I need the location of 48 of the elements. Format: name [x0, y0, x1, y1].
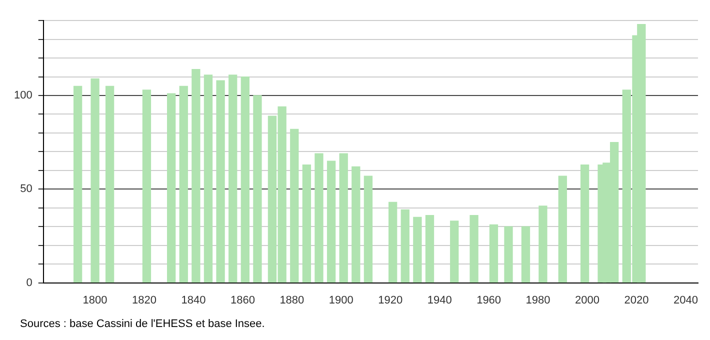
- bar: [302, 164, 312, 283]
- bar: [90, 78, 100, 283]
- bar: [73, 86, 82, 283]
- bar: [504, 226, 513, 283]
- x-tick-label: 2040: [673, 294, 698, 306]
- bar: [192, 68, 200, 283]
- bar: [521, 226, 530, 283]
- x-tick-label: 1800: [82, 294, 108, 306]
- x-tick-label: 2020: [624, 294, 649, 306]
- bar: [326, 160, 336, 283]
- bar: [364, 176, 373, 283]
- bar: [253, 95, 262, 283]
- x-tick-label: 1900: [328, 294, 354, 306]
- x-tick-label: 2000: [575, 294, 600, 306]
- bar: [352, 166, 360, 283]
- bar: [228, 74, 238, 283]
- y-tick-label: 0: [26, 276, 32, 289]
- bar: [413, 216, 422, 283]
- bar: [204, 74, 213, 283]
- bar: [179, 86, 188, 283]
- x-tick-label: 1860: [230, 294, 255, 306]
- bar: [388, 202, 398, 283]
- x-tick-label: 1840: [181, 294, 206, 306]
- bar: [290, 128, 299, 283]
- x-tick-label: 1960: [476, 294, 502, 306]
- bar: [470, 215, 478, 283]
- y-tick-label: 50: [20, 183, 32, 196]
- bar: [489, 224, 498, 283]
- bar: [142, 90, 152, 283]
- bar: [167, 93, 176, 283]
- x-tick-label: 1940: [427, 294, 452, 306]
- bar: [105, 86, 114, 283]
- x-tick-label: 1820: [132, 294, 156, 306]
- bar: [538, 206, 548, 283]
- x-tick-label: 1920: [378, 294, 403, 306]
- bar: [216, 80, 225, 283]
- x-tick-label: 1980: [526, 294, 550, 306]
- y-tick-label: 100: [14, 90, 32, 102]
- bar: [400, 209, 410, 283]
- bar: [314, 153, 324, 283]
- bar: [558, 176, 567, 283]
- source-note: Sources : base Cassini de l'EHESS et base Insee.: [20, 318, 266, 330]
- bar: [339, 153, 348, 283]
- x-tick-label: 1880: [280, 294, 304, 306]
- bar: [580, 164, 590, 283]
- bar: [240, 76, 250, 283]
- bar: [425, 215, 434, 283]
- bar: [450, 220, 459, 283]
